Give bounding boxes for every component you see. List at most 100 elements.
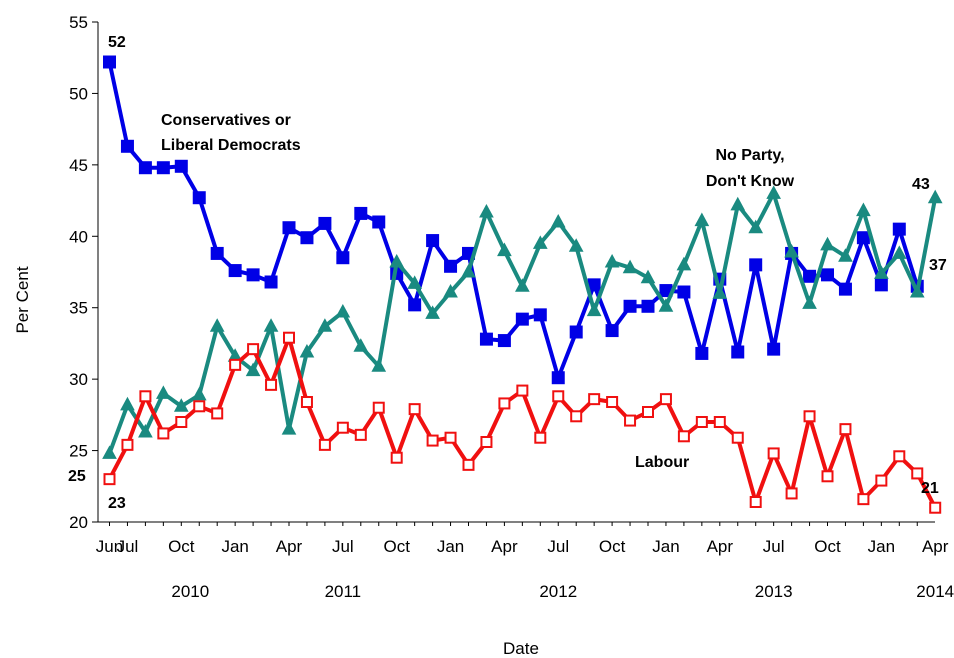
label-conservatives-line1: Conservatives or [161, 112, 291, 129]
data-point [803, 269, 817, 283]
data-point [622, 259, 638, 274]
data-point [317, 318, 333, 332]
start-value-conservatives: 52 [108, 34, 126, 51]
data-point [820, 236, 835, 251]
data-point [318, 216, 332, 230]
data-point [515, 278, 530, 292]
data-point [712, 285, 728, 299]
data-point [821, 470, 834, 483]
data-point [390, 451, 403, 464]
data-point [624, 414, 637, 427]
x-year-label: 2012 [539, 582, 577, 601]
data-point [568, 238, 584, 252]
data-point [767, 342, 781, 356]
x-tick-label: Apr [276, 537, 303, 556]
data-point [191, 386, 207, 401]
data-point [659, 393, 672, 406]
data-point [299, 343, 315, 358]
data-point [856, 231, 870, 245]
data-point [156, 385, 171, 399]
data-point [695, 416, 708, 428]
x-tick-label: Oct [599, 537, 626, 556]
data-point [875, 474, 888, 487]
data-point [874, 265, 889, 279]
data-point [677, 430, 690, 443]
data-point [677, 285, 691, 299]
data-point [462, 458, 475, 471]
data-point [103, 473, 116, 486]
data-point [857, 493, 870, 506]
data-point [407, 275, 422, 289]
data-point [586, 302, 602, 317]
data-point [838, 282, 852, 296]
x-tick-label: Apr [922, 537, 949, 556]
data-point [300, 231, 314, 245]
x-year-label: 2013 [755, 582, 793, 601]
y-tick-label: 35 [69, 299, 88, 318]
data-point [389, 253, 405, 268]
x-tick-label: Jan [437, 537, 464, 556]
data-point [784, 243, 799, 258]
x-tick-label: Jul [117, 537, 139, 556]
data-point [533, 308, 547, 322]
y-tick-label: 20 [69, 513, 88, 532]
data-point [120, 139, 134, 153]
y-tick-label: 30 [69, 370, 88, 389]
data-point [354, 206, 368, 220]
y-tick-label: 50 [69, 84, 88, 103]
data-point [174, 159, 188, 173]
data-point [372, 215, 386, 229]
data-point [408, 403, 421, 416]
data-point [461, 263, 476, 278]
x-tick-label: Jun [96, 537, 123, 556]
data-point [210, 246, 224, 260]
data-point [480, 436, 493, 448]
data-point [497, 334, 511, 348]
x-tick-label: Apr [707, 537, 734, 556]
end-value-labour: 21 [921, 480, 939, 497]
x-tick-label: Jul [332, 537, 354, 556]
data-point [156, 161, 170, 175]
series-layer [102, 55, 943, 514]
data-point [641, 299, 655, 313]
data-point [443, 283, 458, 298]
data-point [839, 423, 852, 436]
data-point [175, 416, 188, 428]
data-point [138, 161, 152, 175]
data-point [120, 396, 135, 411]
data-point [532, 235, 548, 249]
data-point [139, 390, 152, 403]
data-point [623, 299, 637, 313]
x-tick-label: Oct [814, 537, 841, 556]
data-point [803, 410, 816, 423]
data-point [444, 431, 457, 444]
x-tick-label: Jan [868, 537, 895, 556]
data-point [426, 434, 439, 447]
data-point [785, 487, 798, 500]
data-point [173, 398, 189, 412]
data-point [138, 423, 153, 438]
data-point [749, 496, 762, 508]
start-value-labour: 23 [108, 495, 126, 512]
data-point [336, 421, 349, 434]
data-point [658, 298, 674, 312]
data-point [335, 303, 351, 318]
data-point [283, 331, 295, 344]
data-point [929, 501, 942, 514]
y-axis-ticks: 20 25 30 35 40 45 50 55 [69, 13, 98, 532]
data-point [676, 256, 692, 271]
data-point [425, 305, 440, 319]
data-point [767, 447, 780, 460]
data-point [479, 332, 493, 346]
data-point [497, 242, 512, 257]
data-point [570, 410, 583, 423]
label-labour: Labour [635, 454, 689, 471]
data-point [821, 268, 834, 282]
data-point [247, 343, 260, 356]
data-point [927, 189, 943, 204]
data-point [192, 191, 206, 205]
data-point [498, 397, 511, 410]
data-point [209, 318, 225, 332]
data-point [588, 393, 601, 406]
